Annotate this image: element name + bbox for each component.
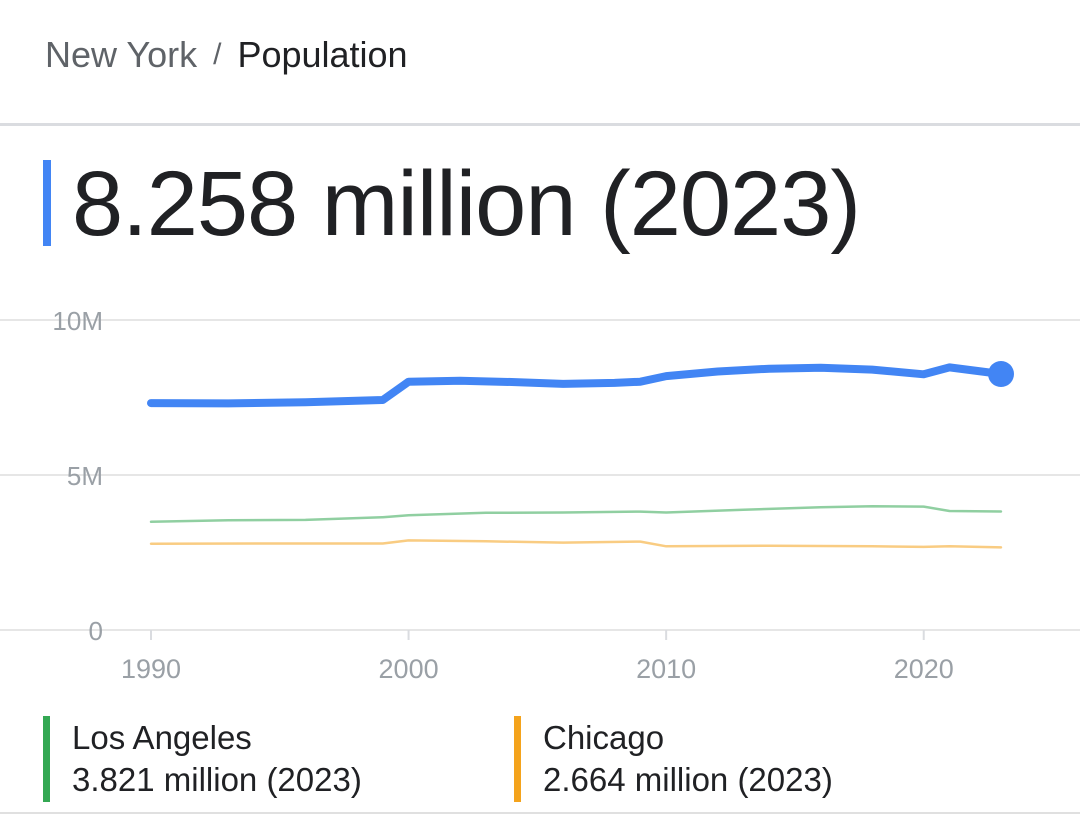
y-tick-label: 0 bbox=[89, 616, 103, 646]
series-line-new-york bbox=[147, 363, 1005, 408]
breadcrumb-topic: Population bbox=[237, 34, 408, 75]
headline-accent-bar bbox=[43, 160, 51, 246]
breadcrumb-separator: / bbox=[213, 38, 222, 71]
x-tick-label: 2020 bbox=[894, 654, 954, 684]
breadcrumb: New York / Population bbox=[45, 30, 408, 80]
headline-value: 8.258 million (2023) bbox=[72, 153, 861, 255]
series-line-los-angeles bbox=[149, 505, 1003, 524]
population-line-chart[interactable]: 0 5M 10M 1990 2000 2010 2020 bbox=[0, 290, 1080, 700]
tick-layer: 0 5M 10M 1990 2000 2010 2020 bbox=[52, 306, 953, 684]
legend-color-bar bbox=[43, 716, 50, 802]
legend-series-name: Chicago bbox=[543, 719, 665, 756]
series-line-chicago bbox=[149, 539, 1003, 549]
y-tick-label: 10M bbox=[52, 306, 103, 336]
grid-layer bbox=[0, 319, 1080, 640]
series-endpoint-new-york bbox=[988, 361, 1014, 388]
legend-series-name: Los Angeles bbox=[72, 719, 252, 756]
x-tick-label: 1990 bbox=[121, 654, 181, 684]
legend-color-bar bbox=[514, 716, 521, 802]
x-tick-label: 2000 bbox=[379, 654, 439, 684]
bottom-divider bbox=[0, 812, 1080, 814]
legend-series-value: 2.664 million (2023) bbox=[543, 761, 833, 798]
series-layer bbox=[147, 361, 1014, 549]
x-tick-label: 2010 bbox=[636, 654, 696, 684]
y-tick-label: 5M bbox=[67, 461, 103, 491]
breadcrumb-city[interactable]: New York bbox=[45, 34, 198, 75]
top-divider bbox=[0, 123, 1080, 126]
legend-series-value: 3.821 million (2023) bbox=[72, 761, 362, 798]
